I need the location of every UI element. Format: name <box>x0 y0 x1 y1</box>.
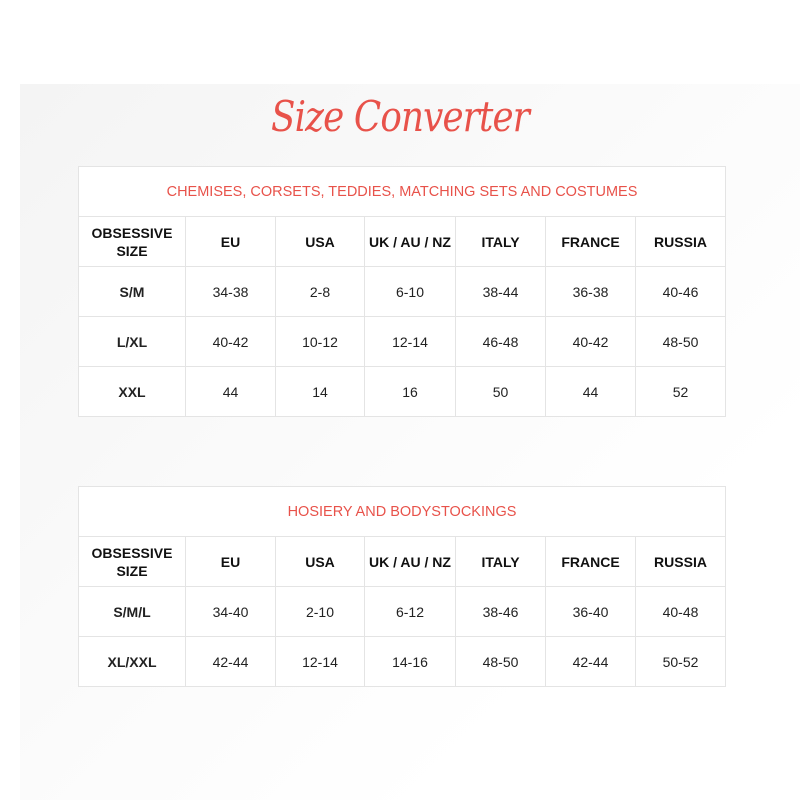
header-row: OBSESSIVE SIZE EU USA UK / AU / NZ ITALY FRAN… <box>78 536 726 587</box>
table-caption: CHEMISES, CORSETS, TEDDIES, MATCHING SET… <box>78 166 726 217</box>
size-value: 34-40 <box>185 586 276 637</box>
size-value: 40-46 <box>635 266 726 317</box>
size-value: 14 <box>275 366 365 417</box>
size-value: 10-12 <box>275 316 365 367</box>
column-header: RUSSIA <box>635 536 726 587</box>
size-value: 52 <box>635 366 726 417</box>
table-caption-row: CHEMISES, CORSETS, TEDDIES, MATCHING SET… <box>78 166 726 217</box>
size-label: L/XL <box>78 316 186 367</box>
header-row: OBSESSIVE SIZE EU USA UK / AU / NZ ITALY FRAN… <box>78 216 726 267</box>
size-value: 42-44 <box>185 636 276 687</box>
size-value: 48-50 <box>455 636 546 687</box>
column-header: ITALY <box>455 536 546 587</box>
column-header: USA <box>275 216 365 267</box>
size-label: S/M/L <box>78 586 186 637</box>
table-row: XXL 44 14 16 50 44 52 <box>78 366 726 417</box>
column-header: UK / AU / NZ <box>364 536 456 587</box>
column-header: USA <box>275 536 365 587</box>
size-value: 42-44 <box>545 636 636 687</box>
size-value: 38-46 <box>455 586 546 637</box>
size-label: S/M <box>78 266 186 317</box>
size-value: 38-44 <box>455 266 546 317</box>
table-row: L/XL 40-42 10-12 12-14 46-48 40-42 48-50 <box>78 316 726 367</box>
size-value: 2-8 <box>275 266 365 317</box>
column-header: OBSESSIVE SIZE <box>78 216 186 267</box>
size-value: 12-14 <box>364 316 456 367</box>
size-value: 44 <box>545 366 636 417</box>
size-value: 40-42 <box>185 316 276 367</box>
size-value: 34-38 <box>185 266 276 317</box>
size-label: XL/XXL <box>78 636 186 687</box>
size-value: 2-10 <box>275 586 365 637</box>
size-table-chemises: CHEMISES, CORSETS, TEDDIES, MATCHING SET… <box>78 166 726 417</box>
column-header: FRANCE <box>545 216 636 267</box>
size-value: 14-16 <box>364 636 456 687</box>
size-table-hosiery: HOSIERY AND BODYSTOCKINGS OBSESSIVE SIZE E… <box>78 486 726 687</box>
column-header: FRANCE <box>545 536 636 587</box>
size-value: 50 <box>455 366 546 417</box>
size-value: 48-50 <box>635 316 726 367</box>
column-header: OBSESSIVE SIZE <box>78 536 186 587</box>
size-value: 36-40 <box>545 586 636 637</box>
size-value: 40-42 <box>545 316 636 367</box>
table-row: S/M/L 34-40 2-10 6-12 38-46 36-40 40-48 <box>78 586 726 637</box>
table-row: XL/XXL 42-44 12-14 14-16 48-50 42-44 50-52 <box>78 636 726 687</box>
size-value: 50-52 <box>635 636 726 687</box>
size-label: XXL <box>78 366 186 417</box>
size-value: 12-14 <box>275 636 365 687</box>
size-value: 6-12 <box>364 586 456 637</box>
size-value: 16 <box>364 366 456 417</box>
table-caption: HOSIERY AND BODYSTOCKINGS <box>78 486 726 537</box>
column-header: RUSSIA <box>635 216 726 267</box>
column-header: ITALY <box>455 216 546 267</box>
size-value: 46-48 <box>455 316 546 367</box>
size-value: 36-38 <box>545 266 636 317</box>
page-title: Size Converter <box>271 92 530 141</box>
column-header: EU <box>185 216 276 267</box>
column-header: EU <box>185 536 276 587</box>
table-caption-row: HOSIERY AND BODYSTOCKINGS <box>78 486 726 537</box>
size-value: 6-10 <box>364 266 456 317</box>
column-header: UK / AU / NZ <box>364 216 456 267</box>
table-row: S/M 34-38 2-8 6-10 38-44 36-38 40-46 <box>78 266 726 317</box>
size-value: 44 <box>185 366 276 417</box>
size-value: 40-48 <box>635 586 726 637</box>
